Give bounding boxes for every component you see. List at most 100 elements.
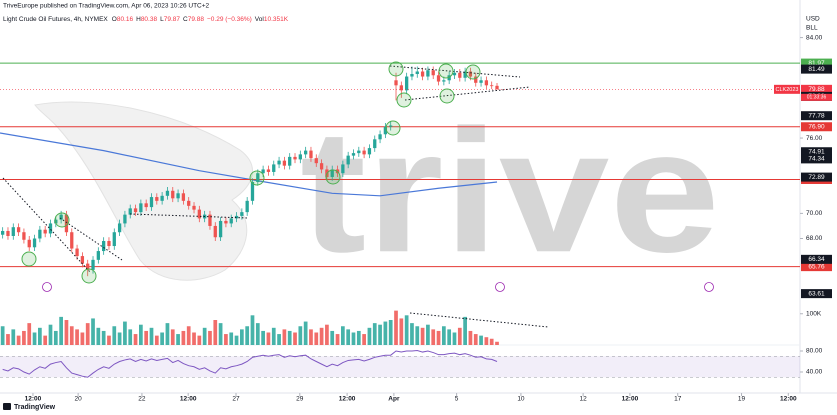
volume-bar	[133, 334, 138, 345]
event-icon	[704, 282, 714, 292]
price-label: 72.89	[808, 174, 825, 181]
x-tick-label: 19	[738, 396, 746, 403]
volume-bar	[27, 323, 32, 345]
symbol-box	[774, 84, 800, 94]
volume-bar	[383, 321, 388, 345]
candle-body	[250, 181, 255, 201]
volume-bar	[447, 329, 452, 345]
volume-bar	[378, 324, 382, 345]
candle-body	[139, 203, 143, 213]
candle-body	[415, 71, 419, 75]
watermark: trive	[300, 94, 720, 289]
price-label: 79.88	[808, 86, 825, 93]
price-label: 77.78	[808, 112, 825, 119]
volume-bar	[0, 326, 5, 345]
price-label-box	[801, 147, 832, 157]
candle-body	[16, 227, 21, 233]
x-tick-label: 12:00	[25, 396, 42, 403]
ohlc-key: H	[136, 16, 141, 23]
volume-bar	[245, 326, 250, 345]
volume-bar	[250, 315, 255, 345]
candle-body	[389, 125, 393, 127]
volume-bar	[415, 326, 420, 345]
candle-body	[27, 239, 31, 248]
pivot-circle	[249, 170, 265, 186]
candle-body	[277, 160, 281, 165]
volume-bar	[271, 327, 276, 345]
volume-bar	[128, 329, 133, 345]
pivot-circle	[439, 88, 455, 104]
candle-body	[309, 150, 313, 159]
symbol-label: CLK2023	[776, 87, 799, 93]
price-label-box	[801, 111, 832, 121]
volume-bar	[431, 329, 436, 345]
ohlc-value: 80.38	[141, 16, 158, 23]
volume-bar	[452, 332, 457, 345]
volume-bar	[218, 323, 223, 345]
candle-body	[102, 241, 106, 252]
volume-bar	[309, 329, 313, 345]
volume-bar	[463, 316, 467, 345]
ohlc-key: O	[112, 16, 117, 23]
volume-bar	[441, 326, 446, 345]
price-label-box	[801, 172, 832, 182]
volume-bar	[224, 334, 228, 345]
pivot-circle	[396, 92, 412, 108]
volume-bar	[91, 318, 95, 345]
candle-body	[304, 150, 308, 155]
volume-value: 10.351K	[264, 16, 289, 23]
price-label-box	[801, 254, 832, 264]
volume-bar	[53, 330, 58, 345]
candle-body	[213, 225, 217, 238]
candle-body	[48, 223, 53, 234]
volume-bar	[117, 332, 122, 345]
candle-body	[133, 208, 138, 213]
candle-body	[224, 220, 228, 224]
candle-body	[383, 126, 388, 135]
volume-bar	[139, 324, 143, 345]
volume-bar	[48, 324, 53, 345]
volume-bar	[192, 332, 196, 345]
volume-bar	[293, 332, 297, 345]
volume-bar	[356, 330, 361, 345]
x-tick-label: 12:00	[780, 396, 797, 403]
price-label-box	[801, 154, 832, 164]
candle-body	[181, 193, 186, 201]
candle-body	[479, 80, 483, 83]
volume-bar	[287, 330, 292, 345]
moving-average	[0, 132, 498, 197]
volume-bar	[197, 335, 202, 345]
x-tick-label: 12:00	[180, 396, 197, 403]
volume-bar	[420, 327, 425, 345]
volume-bar	[75, 329, 79, 345]
x-tick-label: Apr	[388, 396, 400, 403]
candle-body	[59, 214, 63, 220]
level-label: 81.97	[808, 60, 825, 67]
volume-bar	[85, 323, 90, 345]
candle-body	[261, 169, 265, 174]
volume-bar	[101, 330, 106, 345]
volume-bar	[160, 332, 164, 345]
volume-bar	[6, 334, 10, 345]
event-icon	[42, 282, 52, 292]
candle-body	[378, 134, 382, 140]
candle-body	[107, 241, 111, 247]
level-label: 65.76	[808, 263, 825, 270]
candle-body	[442, 80, 446, 82]
candle-body	[404, 76, 409, 91]
candle-body	[495, 85, 499, 90]
countdown-box	[801, 93, 832, 101]
candle-body	[490, 85, 494, 87]
x-tick-label: 12:00	[339, 396, 356, 403]
pivot-circle	[465, 64, 481, 80]
trendlines	[2, 65, 549, 328]
volume-tick-label: 100K	[806, 310, 822, 317]
candle-body	[1, 230, 5, 235]
volume-bar	[80, 332, 85, 345]
level-label-box	[801, 122, 832, 132]
candle-body	[117, 223, 122, 233]
candle-body	[91, 259, 95, 270]
x-tick-label: 5	[455, 396, 459, 403]
x-tick-label: 27	[232, 396, 240, 403]
y-tick-label: 76.00	[806, 135, 823, 142]
